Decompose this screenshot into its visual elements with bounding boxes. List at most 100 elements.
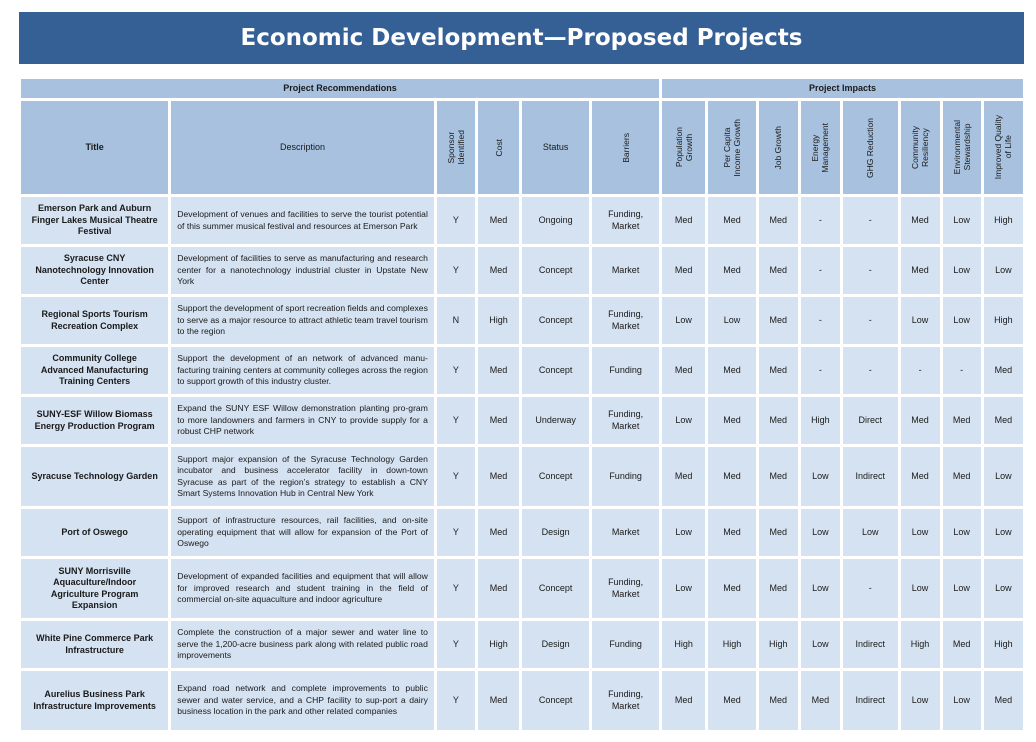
impact-cell-improved-quality-of-life: Med	[983, 347, 1023, 394]
impact-cell-improved-quality-of-life: Med	[983, 671, 1023, 730]
status-cell: Concept	[522, 559, 590, 618]
impact-cell-per-capita-income-growth: Med	[708, 671, 756, 730]
impact-cell-ghg-reduction: -	[842, 297, 898, 344]
impact-cell-community-resiliency: Low	[900, 297, 940, 344]
project-title-line: Festival	[77, 226, 112, 237]
project-title-cell: SUNY-ESF Willow Biomass Energy Production…	[21, 397, 169, 444]
impact-cell-improved-quality-of-life: Med	[983, 397, 1023, 444]
status-cell: Concept	[522, 347, 590, 394]
project-title-line: Aurelius Business Park	[44, 689, 145, 699]
impact-cell-ghg-reduction: -	[842, 559, 898, 618]
sponsor-cell: Y	[436, 621, 475, 668]
impact-cell-environmental-stewardship: Low	[942, 247, 981, 294]
barrier-line: Market	[611, 526, 640, 537]
status-cell: Design	[522, 621, 590, 668]
impact-cell-per-capita-income-growth: Med	[708, 347, 756, 394]
column-header-line: Stewardship	[961, 124, 972, 171]
barriers-cell: Funding, Market	[592, 671, 660, 730]
status-cell: Concept	[522, 247, 590, 294]
table-row: White Pine Commerce Park Infrastructure Co…	[21, 621, 1023, 668]
sponsor-cell: Y	[436, 247, 475, 294]
status-cell: Design	[522, 509, 590, 556]
column-header-row: Title Description Sponsor Identified Cos…	[21, 101, 1023, 194]
impact-cell-population-growth: Med	[662, 447, 706, 506]
impact-cell-community-resiliency: Low	[900, 559, 940, 618]
project-title-cell: Syracuse CNY Nanotechnology Innovation Cen…	[21, 247, 169, 294]
project-title-line: Energy Production Program	[34, 420, 155, 431]
impact-cell-per-capita-income-growth: Med	[708, 197, 756, 244]
column-header-improved-quality-of-life: Improved Quality of Life	[983, 101, 1023, 194]
impact-cell-job-growth: Med	[758, 397, 798, 444]
impact-cell-environmental-stewardship: Low	[942, 559, 981, 618]
impact-cell-job-growth: Med	[758, 509, 798, 556]
sponsor-cell: Y	[436, 397, 475, 444]
project-title-cell: White Pine Commerce Park Infrastructure	[21, 621, 169, 668]
table-row: Syracuse CNY Nanotechnology Innovation Cen…	[21, 247, 1023, 294]
sponsor-cell: N	[436, 297, 475, 344]
page-title: Economic Development—Proposed Projects	[240, 25, 803, 51]
column-header-line: Income Growth	[731, 118, 742, 177]
sponsor-cell: Y	[436, 447, 475, 506]
cost-cell: Med	[477, 509, 520, 556]
impact-cell-ghg-reduction: -	[842, 247, 898, 294]
project-description-cell: Development of expanded facilities and e…	[171, 559, 434, 618]
sponsor-cell: Y	[436, 347, 475, 394]
impact-cell-population-growth: High	[662, 621, 706, 668]
projects-table: Project Recommendations Project Impacts …	[18, 76, 1026, 733]
project-title-cell: Emerson Park and Auburn Finger Lakes Musi…	[21, 197, 169, 244]
project-title-cell: Community College Advanced Manufacturing T…	[21, 347, 169, 394]
column-header-line: Job Growth	[773, 125, 784, 170]
impact-cell-job-growth: Med	[758, 447, 798, 506]
table-row: Emerson Park and Auburn Finger Lakes Musi…	[21, 197, 1023, 244]
impact-cell-energy-management: -	[800, 197, 840, 244]
group-header-impacts: Project Impacts	[662, 79, 1023, 98]
cost-cell: Med	[477, 671, 520, 730]
impact-cell-job-growth: Med	[758, 671, 798, 730]
status-cell: Concept	[522, 447, 590, 506]
impact-cell-population-growth: Low	[662, 397, 706, 444]
column-header-barriers: Barriers	[592, 101, 660, 194]
sponsor-cell: Y	[436, 509, 475, 556]
column-header-cost-label: Cost	[493, 138, 504, 157]
barrier-line: Market	[611, 588, 640, 599]
barriers-cell: Funding, Market	[592, 559, 660, 618]
barrier-line: Market	[611, 320, 640, 331]
project-title-line: Aquaculture/Indoor	[53, 577, 137, 587]
project-title-line: SUNY Morrisville	[58, 565, 131, 576]
project-description-cell: Expand the SUNY ESF Willow demonstration…	[171, 397, 434, 444]
project-title-line: Regional Sports Tourism	[41, 309, 148, 319]
barrier-line: Funding,	[608, 689, 644, 699]
cost-cell: Med	[477, 397, 520, 444]
column-header-population-growth: Population Growth	[662, 101, 706, 194]
impact-cell-ghg-reduction: -	[842, 347, 898, 394]
impact-cell-energy-management: Low	[800, 509, 840, 556]
impact-cell-per-capita-income-growth: Med	[708, 247, 756, 294]
table-row: SUNY Morrisville Aquaculture/Indoor Agricu…	[21, 559, 1023, 618]
impact-cell-ghg-reduction: -	[842, 197, 898, 244]
barriers-cell: Funding	[592, 447, 660, 506]
impact-cell-community-resiliency: High	[900, 621, 940, 668]
project-title-line: Syracuse Technology Garden	[31, 470, 158, 481]
project-title-cell: Syracuse Technology Garden	[21, 447, 169, 506]
barrier-line: Funding	[609, 364, 642, 375]
impact-cell-community-resiliency: Med	[900, 247, 940, 294]
impact-cell-population-growth: Med	[662, 247, 706, 294]
status-cell: Ongoing	[522, 197, 590, 244]
table-row: Aurelius Business Park Infrastructure Imp…	[21, 671, 1023, 730]
cost-cell: Med	[477, 559, 520, 618]
status-cell: Underway	[522, 397, 590, 444]
cost-cell: Med	[477, 347, 520, 394]
column-header-line: Population	[673, 127, 684, 168]
project-description-cell: Development of facilities to serve as ma…	[171, 247, 434, 294]
barrier-line: Funding,	[608, 409, 644, 419]
impact-cell-improved-quality-of-life: Low	[983, 509, 1023, 556]
impact-cell-population-growth: Med	[662, 671, 706, 730]
project-title-line: Agriculture Program	[50, 588, 139, 599]
table-body: Emerson Park and Auburn Finger Lakes Musi…	[21, 197, 1023, 730]
column-header-line: Community	[910, 126, 921, 169]
project-description-cell: Support of infrastructure resources, rai…	[171, 509, 434, 556]
cost-cell: Med	[477, 247, 520, 294]
table-row: SUNY-ESF Willow Biomass Energy Production…	[21, 397, 1023, 444]
column-header-line: of Life	[1003, 135, 1014, 160]
impact-cell-community-resiliency: Med	[900, 197, 940, 244]
